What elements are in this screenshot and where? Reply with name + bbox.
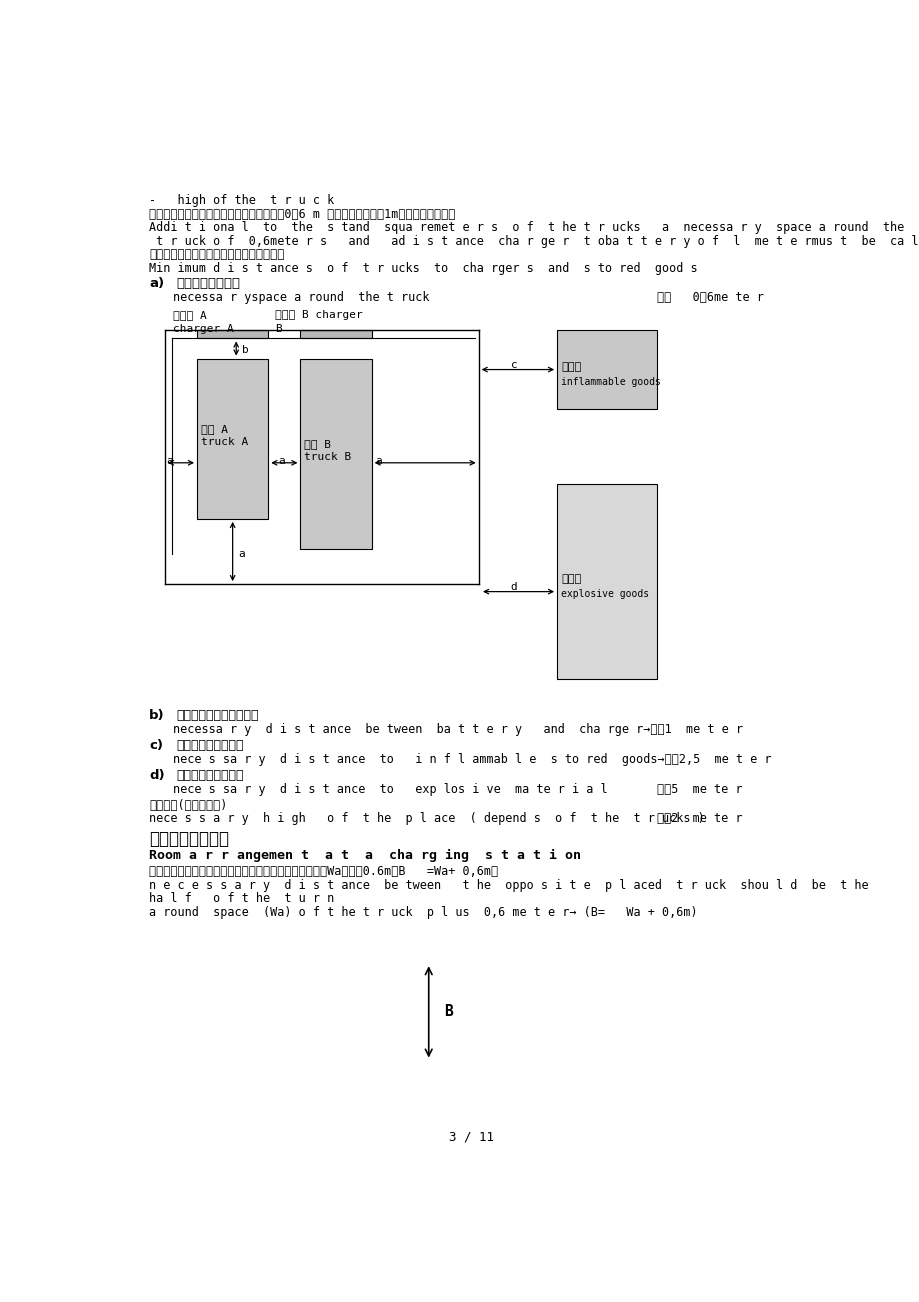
Text: b): b) <box>149 710 165 723</box>
Text: 3 / 11: 3 / 11 <box>448 1130 494 1143</box>
Text: 车辆周围必备空间: 车辆周围必备空间 <box>176 277 240 290</box>
Text: a): a) <box>149 277 165 290</box>
Text: B: B <box>444 1004 453 1019</box>
Text: 必备高度(取决于车辆): 必备高度(取决于车辆) <box>149 798 227 811</box>
Text: 车辆 A: 车辆 A <box>200 423 227 434</box>
Text: 易爆品: 易爆品 <box>561 574 581 583</box>
Text: b: b <box>242 345 248 355</box>
Text: a: a <box>166 456 173 466</box>
Text: 最少5  me te r: 最少5 me te r <box>656 783 742 796</box>
Text: inflammable goods: inflammable goods <box>561 376 661 387</box>
Text: 电池和充电机间必备距离: 电池和充电机间必备距离 <box>176 710 258 723</box>
Bar <box>557 331 656 409</box>
Bar <box>197 358 268 519</box>
Text: nece s sa r y  d i s t ance  to   exp los i ve  ma te r i a l: nece s sa r y d i s t ance to exp los i … <box>174 783 607 796</box>
Text: 相对放置的车辆间必备距离应该是车辆转动空间的一半（Wa）加上0.6m（B   =Wa+ 0,6m）: 相对放置的车辆间必备距离应该是车辆转动空间的一半（Wa）加上0.6m（B =Wa… <box>149 865 498 878</box>
Text: Min imum d i s t ance s  o f  t r ucks  to  cha rger s  and  s to red  good s: Min imum d i s t ance s o f t r ucks to … <box>149 262 698 275</box>
Text: d): d) <box>149 769 165 783</box>
Text: 车辆到充电机和存储的货物之间最小距离：: 车辆到充电机和存储的货物之间最小距离： <box>149 249 284 262</box>
Text: c): c) <box>149 740 163 753</box>
Text: 车辆 B: 车辆 B <box>303 439 331 449</box>
Text: truck B: truck B <box>303 452 351 462</box>
Text: nece s sa r y  d i s t ance  to   i n f l ammab l e  s to red  goods→最少2,5  me t: nece s sa r y d i s t ance to i n f l am… <box>174 753 771 766</box>
Text: a: a <box>375 456 381 466</box>
Bar <box>557 484 656 680</box>
Text: 充电机 B charger: 充电机 B charger <box>275 310 363 320</box>
Text: n e c e s s a r y  d i s t ance  be tween   t he  oppo s i t e  p l aced  t r uc: n e c e s s a r y d i s t ance be tween … <box>149 879 868 892</box>
Text: 充电机 A: 充电机 A <box>174 310 207 320</box>
Text: Room a r r angemen t  a t  a  cha rg ing  s t a t i on: Room a r r angemen t a t a cha rg ing s … <box>149 849 581 862</box>
Text: a: a <box>278 456 285 466</box>
Text: 充电站的房屋布局: 充电站的房屋布局 <box>149 829 229 848</box>
Text: c: c <box>510 359 516 370</box>
Text: t r uck o f  0,6mete r s   and   ad i s t ance  cha r ge r  t oba t t e r y o f : t r uck o f 0,6mete r s and ad i s t anc… <box>149 234 919 247</box>
Text: nece s s a r y  h i gh   o f  t he  p l ace  ( depend s  o f  t he  t r ucks ): nece s s a r y h i gh o f t he p l ace (… <box>149 812 704 825</box>
Text: truck A: truck A <box>200 436 247 447</box>
Text: a round  space  (Wa) o f t he t r uck  p l us  0,6 me t e r→ (B=   Wa + 0,6m): a round space (Wa) o f t he t r uck p l … <box>149 906 698 919</box>
Text: 到易燃品的必备距离: 到易燃品的必备距离 <box>176 740 244 753</box>
Text: d: d <box>510 582 516 591</box>
Bar <box>300 358 371 549</box>
Text: a: a <box>238 548 244 559</box>
Text: charger A: charger A <box>174 324 234 333</box>
Text: 易燃品: 易燃品 <box>561 362 581 371</box>
Text: necessa r y  d i s t ance  be tween  ba t t e r y   and  cha rge r→最少1  me t e r: necessa r y d i s t ance be tween ba t t… <box>174 723 743 736</box>
Text: 到易爆品的必备距离: 到易爆品的必备距离 <box>176 769 244 783</box>
Text: necessa r yspace a round  the t ruck: necessa r yspace a round the t ruck <box>174 292 429 305</box>
Text: -   high of the  t r u c k: - high of the t r u c k <box>149 194 335 207</box>
Text: B: B <box>275 324 282 333</box>
Text: 车辆附加的占地面积，必须将车辆周围空间0．6 m 和充电机到电池间1m的距离计算在内。: 车辆附加的占地面积，必须将车辆周围空间0．6 m 和充电机到电池间1m的距离计算… <box>149 208 455 221</box>
Bar <box>197 331 268 339</box>
Text: 最少2  me te r: 最少2 me te r <box>656 812 742 825</box>
Text: explosive goods: explosive goods <box>561 589 649 599</box>
Text: ha l f   o f t he  t u r n: ha l f o f t he t u r n <box>149 892 335 905</box>
Bar <box>300 331 371 339</box>
Text: Addi t i ona l  to  the  s tand  squa remet e r s  o f  t he t r ucks   a  neces: Addi t i ona l to the s tand squa remet … <box>149 221 903 234</box>
Text: 最少   0，6me te r: 最少 0，6me te r <box>656 292 763 305</box>
